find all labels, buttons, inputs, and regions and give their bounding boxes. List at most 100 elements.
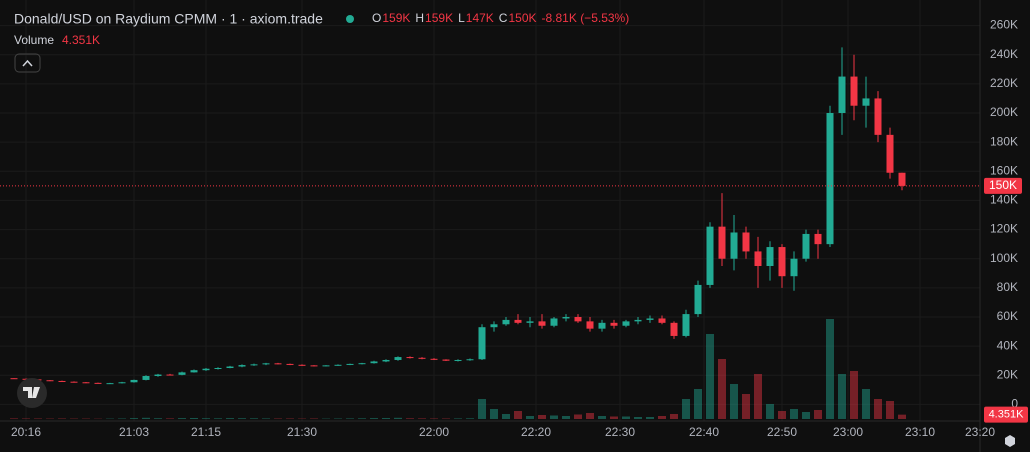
volume-bar xyxy=(478,399,486,419)
volume-bar xyxy=(286,418,294,419)
candle-body xyxy=(754,251,762,266)
y-tick-label: 100K xyxy=(990,251,1018,265)
volume-bar xyxy=(838,374,846,419)
volume-bar xyxy=(406,418,414,419)
volume-bar xyxy=(550,415,558,419)
volume-bar xyxy=(850,371,858,419)
volume-bar xyxy=(826,319,834,419)
candle-body xyxy=(118,382,126,384)
volume-bar xyxy=(274,418,282,419)
volume-bar xyxy=(466,418,474,419)
candle-body xyxy=(154,374,162,377)
y-tick-label: 0 xyxy=(1011,397,1018,411)
legend-value: 150K xyxy=(508,11,536,25)
volume-bar xyxy=(130,418,138,419)
candle-body xyxy=(646,318,654,320)
volume-bar xyxy=(886,401,894,419)
y-tick-label: 240K xyxy=(990,47,1018,61)
volume-bar xyxy=(442,418,450,419)
volume-bar xyxy=(766,404,774,419)
candle-body xyxy=(394,357,402,360)
volume-bar xyxy=(142,417,150,419)
candle-body xyxy=(658,318,666,323)
candle-body xyxy=(502,319,510,325)
volume-bar xyxy=(382,418,390,419)
candle-body xyxy=(490,324,498,328)
candle-body xyxy=(190,370,198,373)
candle-body xyxy=(874,98,882,135)
volume-bar xyxy=(538,415,546,419)
candle-body xyxy=(298,364,306,366)
candle-body xyxy=(790,258,798,277)
candle-body xyxy=(370,361,378,364)
volume-bar xyxy=(262,418,270,419)
volume-bar xyxy=(310,418,318,419)
candle-body xyxy=(826,113,834,245)
legend-key: L xyxy=(458,11,465,25)
volume-bar xyxy=(562,416,570,419)
candle-body xyxy=(742,232,750,252)
candles xyxy=(10,47,906,385)
collapse-button[interactable] xyxy=(14,53,41,73)
legend-value: 159K xyxy=(425,11,453,25)
candle-body xyxy=(550,318,558,326)
y-tick-label: 160K xyxy=(990,163,1018,177)
x-tick-label: 23:00 xyxy=(833,425,863,439)
grid xyxy=(0,0,981,421)
volume-bar xyxy=(10,418,18,419)
volume-bar xyxy=(574,414,582,419)
volume-bar xyxy=(58,418,66,419)
candle-body xyxy=(838,76,846,113)
volume-bar xyxy=(34,418,42,419)
candle-body xyxy=(442,359,450,361)
volume-bar xyxy=(502,414,510,419)
candle-body xyxy=(598,322,606,329)
candle-body xyxy=(10,378,18,380)
y-tick-label: 40K xyxy=(997,338,1018,352)
candle-body xyxy=(418,357,426,359)
volume-value: 4.351K xyxy=(62,33,100,47)
candle-body xyxy=(58,380,66,382)
volume-bar xyxy=(814,410,822,419)
volume-bar xyxy=(154,418,162,419)
candle-body xyxy=(358,363,366,365)
volume-bar xyxy=(334,418,342,419)
candle-body xyxy=(250,364,258,366)
candle-body xyxy=(778,247,786,277)
volume-bar xyxy=(178,418,186,419)
legend-key: C xyxy=(499,11,508,25)
candle-body xyxy=(238,365,246,367)
volume-bar xyxy=(694,389,702,419)
volume-bar xyxy=(118,418,126,419)
candle-body xyxy=(766,247,774,266)
volume-bar xyxy=(238,418,246,419)
volume-tag xyxy=(984,406,1028,423)
volume-bar xyxy=(802,412,810,419)
settings-icon[interactable] xyxy=(1005,435,1015,447)
last-price-label: 150K xyxy=(989,178,1017,192)
x-tick-label: 22:20 xyxy=(521,425,551,439)
candle-body xyxy=(346,363,354,365)
candle-body xyxy=(430,358,438,360)
volume-bar xyxy=(874,399,882,419)
y-tick-label: 120K xyxy=(990,222,1018,236)
candle-body xyxy=(586,321,594,329)
volume-bar xyxy=(250,418,258,419)
y-tick-label: 180K xyxy=(990,134,1018,148)
y-tick-label: 60K xyxy=(997,309,1018,323)
volume-bar xyxy=(622,416,630,419)
candle-body xyxy=(226,366,234,368)
candle-body xyxy=(70,381,78,383)
volume-bar xyxy=(790,409,798,419)
x-tick-label: 21:30 xyxy=(287,425,317,439)
volume-bar xyxy=(898,414,906,419)
volume-label: Volume xyxy=(14,33,54,47)
y-tick-label: 80K xyxy=(997,280,1018,294)
volume-bar xyxy=(730,384,738,419)
volume-tag-label: 4.351K xyxy=(989,409,1025,421)
candle-body xyxy=(94,382,102,384)
volume-bar xyxy=(370,418,378,419)
y-tick-label: 260K xyxy=(990,18,1018,32)
candle-body xyxy=(310,365,318,367)
